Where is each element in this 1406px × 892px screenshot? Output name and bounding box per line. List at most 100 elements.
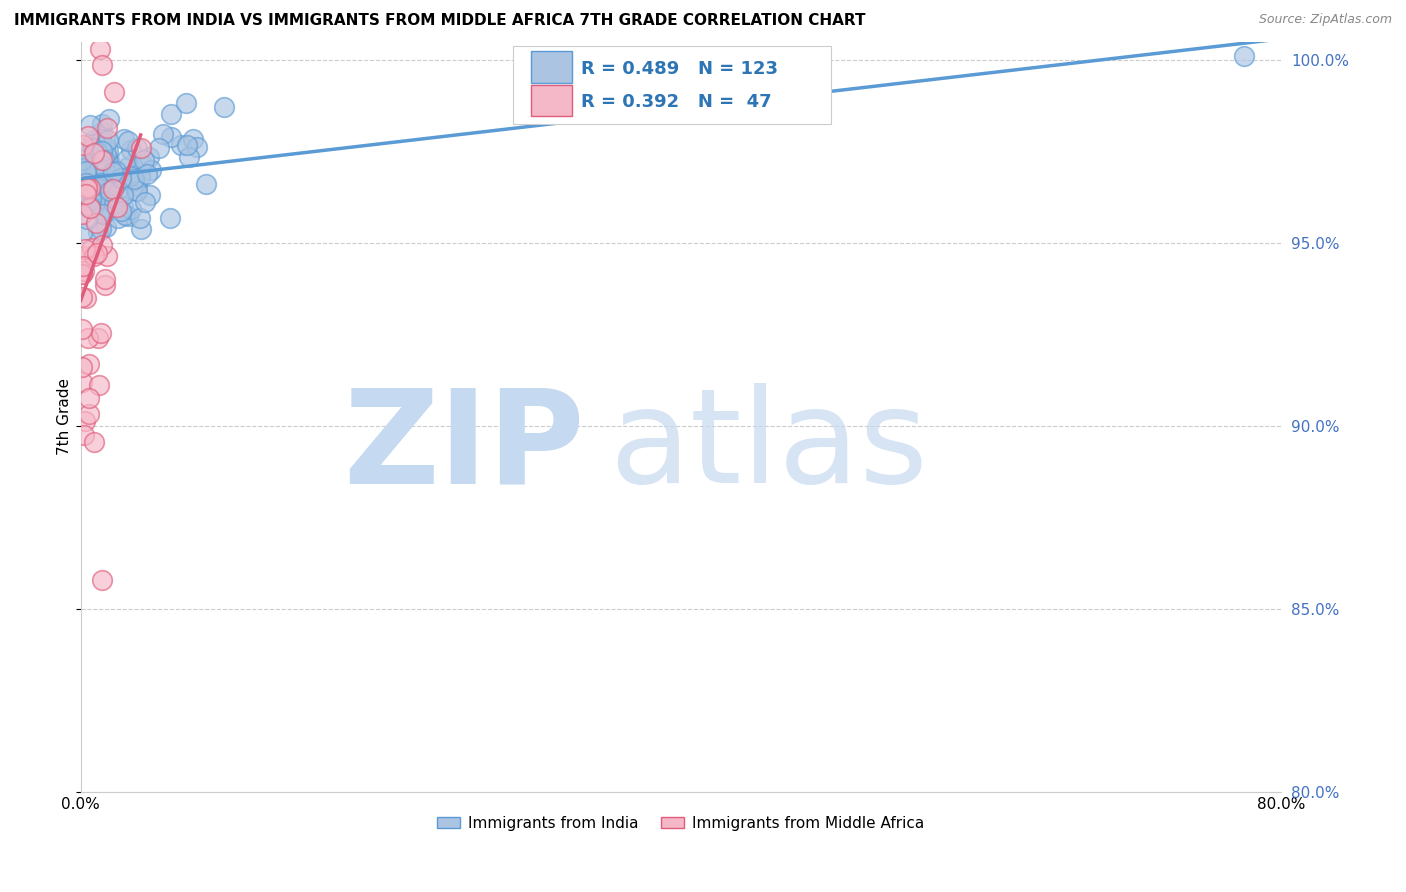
Point — [79, 180, 101, 194]
Point — [1232, 49, 1254, 63]
Point — [181, 132, 204, 146]
Point — [170, 137, 193, 152]
Point — [72, 180, 94, 194]
Point — [77, 175, 100, 189]
Point — [75, 183, 97, 197]
Point — [82, 202, 104, 216]
Point — [90, 221, 112, 235]
Point — [97, 144, 120, 158]
Point — [86, 183, 108, 197]
Point — [87, 165, 110, 179]
Point — [96, 249, 118, 263]
Point — [70, 207, 93, 221]
Text: Source: ZipAtlas.com: Source: ZipAtlas.com — [1258, 13, 1392, 27]
Point — [87, 331, 110, 345]
Point — [134, 194, 156, 209]
Point — [70, 290, 93, 304]
Point — [91, 203, 114, 218]
Point — [77, 201, 100, 215]
Point — [110, 204, 132, 219]
Point — [90, 117, 112, 131]
Legend: Immigrants from India, Immigrants from Middle Africa: Immigrants from India, Immigrants from M… — [432, 810, 931, 837]
Point — [76, 166, 98, 180]
Point — [186, 140, 208, 154]
Point — [77, 128, 100, 143]
Point — [79, 201, 101, 215]
Point — [94, 162, 117, 177]
Point — [72, 428, 94, 442]
Point — [75, 243, 97, 257]
Point — [90, 144, 112, 158]
Point — [104, 178, 127, 193]
Point — [94, 206, 117, 220]
Point — [76, 178, 98, 193]
FancyBboxPatch shape — [513, 45, 831, 124]
Point — [75, 186, 97, 201]
Point — [124, 184, 146, 198]
Point — [159, 129, 181, 144]
Point — [148, 141, 170, 155]
Point — [77, 331, 100, 345]
Text: R = 0.392   N =  47: R = 0.392 N = 47 — [581, 93, 772, 111]
Point — [90, 176, 112, 190]
Text: IMMIGRANTS FROM INDIA VS IMMIGRANTS FROM MIDDLE AFRICA 7TH GRADE CORRELATION CHA: IMMIGRANTS FROM INDIA VS IMMIGRANTS FROM… — [14, 13, 866, 29]
Point — [72, 137, 94, 152]
Point — [77, 391, 100, 405]
Point — [82, 187, 104, 202]
Point — [122, 172, 145, 186]
Point — [87, 377, 110, 392]
Point — [70, 375, 93, 389]
Point — [112, 201, 135, 215]
Point — [75, 164, 97, 178]
Point — [87, 225, 110, 239]
Point — [90, 167, 112, 181]
Point — [132, 153, 155, 167]
Point — [93, 161, 115, 175]
Point — [94, 271, 117, 285]
Point — [86, 246, 108, 260]
Point — [98, 184, 121, 198]
Point — [89, 42, 111, 56]
Point — [72, 190, 94, 204]
Point — [129, 211, 152, 226]
Point — [117, 209, 139, 223]
Point — [72, 186, 94, 201]
Point — [72, 182, 94, 196]
Point — [77, 357, 100, 371]
Point — [90, 132, 112, 146]
Point — [91, 237, 114, 252]
Point — [103, 182, 125, 196]
Point — [93, 151, 115, 165]
Point — [70, 226, 93, 240]
Point — [118, 169, 141, 183]
Point — [103, 85, 125, 99]
Point — [79, 154, 101, 169]
Point — [75, 292, 97, 306]
Point — [83, 151, 105, 165]
Point — [90, 326, 112, 340]
Point — [139, 188, 162, 202]
Point — [91, 125, 114, 139]
Point — [129, 141, 152, 155]
Point — [117, 134, 139, 148]
Point — [72, 250, 94, 264]
Point — [111, 188, 134, 202]
Text: ZIP: ZIP — [343, 384, 585, 510]
Point — [91, 153, 114, 168]
Point — [176, 138, 198, 153]
Point — [179, 150, 201, 164]
Point — [70, 141, 93, 155]
Point — [70, 360, 93, 375]
Point — [82, 137, 104, 152]
Point — [83, 435, 105, 450]
Point — [104, 164, 127, 178]
Point — [115, 152, 138, 166]
Point — [97, 133, 120, 147]
Point — [93, 153, 115, 167]
Point — [152, 128, 174, 142]
Point — [83, 133, 105, 147]
Point — [110, 171, 132, 186]
Point — [111, 179, 134, 194]
Point — [86, 157, 108, 171]
FancyBboxPatch shape — [531, 52, 572, 83]
